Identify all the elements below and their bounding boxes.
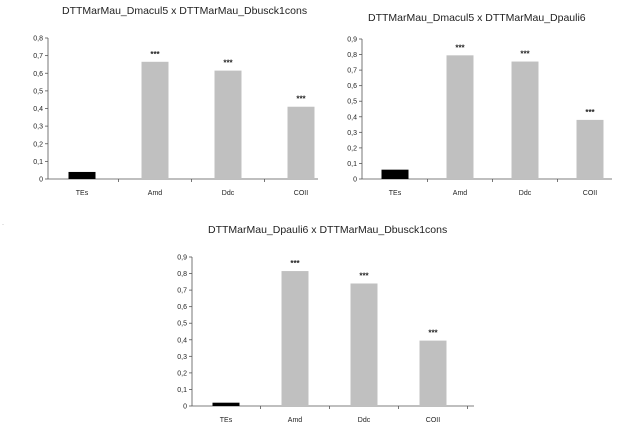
y-tick-label: 0,2 (33, 141, 43, 148)
bar-tes (68, 171, 96, 179)
significance-label: *** (428, 329, 438, 338)
bar-chart-3: 0 0,1 0,2 0,3 0,4 0,5 0,6 0,7 0,8 0,9 TEs *** Amd ***… (177, 255, 474, 424)
bar-amd (141, 61, 169, 180)
y-tick-label: 0,6 (347, 83, 357, 90)
significance-label: *** (585, 108, 595, 117)
y-tick-label: 0,5 (347, 99, 357, 106)
y-tick-label: 0,9 (347, 37, 357, 44)
y-tick-label: 0,3 (177, 354, 187, 361)
chart-panel-1: DTTMarMau_Dmacul5 x DTTMarMau_Dbusck1con… (0, 0, 320, 210)
x-tick-label: COII (583, 190, 597, 197)
significance-label: *** (455, 43, 465, 52)
y-tick-label: 0,8 (33, 36, 43, 43)
significance-label: *** (359, 271, 369, 280)
chart-panel-3: DTTMarMau_Dpauli6 x DTTMarMau_Dbusck1con… (150, 215, 480, 430)
bar-chart-1: 0 0,1 0,2 0,3 0,4 0,5 0,6 0,7 0,8 TEs *** Amd *** Ddc… (33, 36, 318, 197)
x-tick-label: TEs (389, 190, 402, 197)
y-tick-label: 0,1 (347, 161, 357, 168)
chart-title: DTTMarMau_Dmacul5 x DTTMarMau_Dbusck1con… (62, 5, 308, 17)
y-tick-label: 0 (39, 177, 43, 184)
y-tick-label: 0,4 (177, 337, 187, 344)
x-tick-label: COII (426, 417, 440, 424)
x-tick-label: Ddc (519, 190, 532, 197)
y-tick-label: 0 (353, 177, 357, 184)
significance-label: *** (150, 50, 160, 59)
y-tick-label: 0,2 (347, 145, 357, 152)
x-tick-label: TEs (220, 417, 233, 424)
y-tick-label: 0,8 (177, 271, 187, 278)
significance-label: *** (290, 259, 300, 268)
x-tick-label: Amd (148, 190, 163, 197)
x-tick-label: COII (294, 190, 308, 197)
y-tick-label: 0,5 (177, 321, 187, 328)
bar-coii (419, 340, 447, 406)
bar-tes (212, 402, 240, 406)
y-tick-label: 0,3 (347, 130, 357, 137)
bar-tes (381, 169, 409, 179)
bar-amd (281, 271, 309, 406)
y-tick-label: 0,1 (177, 387, 187, 394)
bar-ddc (214, 70, 242, 179)
y-tick-label: 0,6 (33, 71, 43, 78)
bar-amd (446, 55, 474, 180)
y-tick-label: 0,7 (177, 288, 187, 295)
y-tick-label: 0,7 (33, 53, 43, 60)
bar-ddc (350, 283, 378, 406)
y-tick-label: 0,6 (177, 304, 187, 311)
bar-coii (576, 119, 604, 179)
x-tick-label: Ddc (222, 190, 235, 197)
y-tick-label: 0 (183, 404, 187, 411)
y-tick-label: 0,1 (33, 159, 43, 166)
chart-title: DTTMarMau_Dmacul5 x DTTMarMau_Dpauli6 (368, 12, 586, 24)
y-tick-label: 0,9 (177, 255, 187, 262)
y-tick-label: 0,4 (33, 106, 43, 113)
y-tick-label: 0,4 (347, 114, 357, 121)
significance-label: *** (296, 95, 306, 104)
x-tick-label: Amd (288, 417, 303, 424)
y-tick-label: 0,8 (347, 52, 357, 59)
bar-chart-2: 0 0,1 0,2 0,3 0,4 0,5 0,6 0,7 0,8 0,9 TEs *** Amd ***… (347, 37, 612, 197)
x-tick-label: Amd (453, 190, 468, 197)
y-tick-label: 0,5 (33, 88, 43, 95)
chart-title: DTTMarMau_Dpauli6 x DTTMarMau_Dbusck1con… (208, 224, 448, 236)
x-tick-label: Ddc (358, 417, 371, 424)
y-tick-label: 0,7 (347, 68, 357, 75)
x-tick-label: TEs (76, 190, 89, 197)
y-tick-label: 0,2 (177, 370, 187, 377)
bar-ddc (511, 61, 539, 179)
significance-label: *** (520, 50, 530, 59)
significance-label: *** (223, 59, 233, 68)
stray-mark: · (2, 222, 4, 228)
y-tick-label: 0,3 (33, 124, 43, 131)
bar-coii (287, 106, 315, 179)
